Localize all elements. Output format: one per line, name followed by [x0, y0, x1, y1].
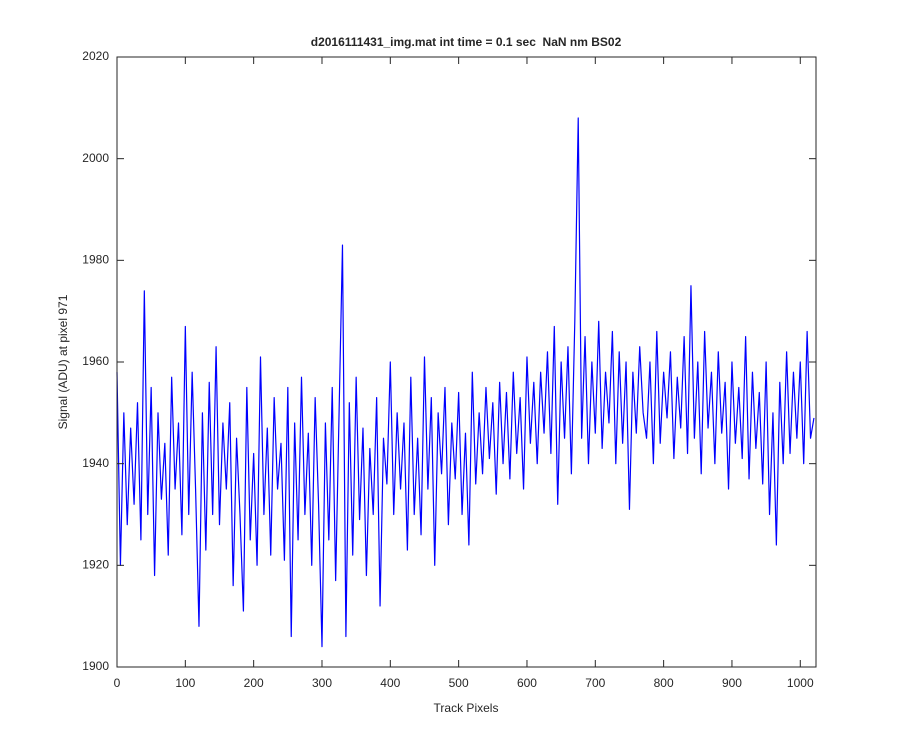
x-tick-label: 100: [175, 676, 195, 690]
x-tick-label: 400: [380, 676, 400, 690]
x-tick-label: 600: [517, 676, 537, 690]
y-axis-label: Signal (ADU) at pixel 971: [56, 294, 70, 429]
x-tick-label: 800: [654, 676, 674, 690]
chart-title: d2016111431_img.mat int time = 0.1 sec N…: [311, 35, 622, 49]
y-tick-label: 1920: [82, 558, 109, 572]
data-line: [116, 117, 815, 648]
y-tick-label: 1960: [82, 354, 109, 368]
x-tick-label: 0: [114, 676, 121, 690]
x-tick-label: 1000: [787, 676, 814, 690]
x-tick-label: 500: [449, 676, 469, 690]
y-tick-label: 1980: [82, 253, 109, 267]
x-axis-label: Track Pixels: [434, 701, 499, 715]
x-tick-label: 300: [312, 676, 332, 690]
y-tick-label: 2000: [82, 151, 109, 165]
x-tick-label: 700: [585, 676, 605, 690]
x-tick-label: 900: [722, 676, 742, 690]
x-tick-label: 200: [244, 676, 264, 690]
y-tick-label: 1900: [82, 659, 109, 673]
y-tick-label: 1940: [82, 456, 109, 470]
y-tick-label: 2020: [82, 49, 109, 63]
